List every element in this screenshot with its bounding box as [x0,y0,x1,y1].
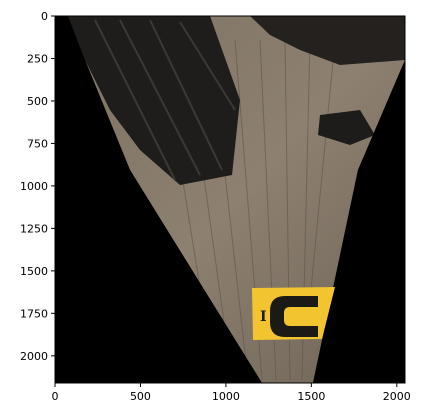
x-tick-label: 0 [52,390,59,403]
y-axis-ticks: 0 250 500 750 1000 1250 1500 1750 2000 [20,10,55,363]
equipment-left [68,16,240,185]
y-tick-label: 1500 [20,265,48,278]
photo-content: I [55,16,405,383]
axes-frame [54,15,406,384]
yellow-sign: I [252,287,335,340]
y-tick-label: 1000 [20,180,48,193]
y-tick-label: 2000 [20,350,48,363]
mask-left [55,16,262,383]
x-tick-label: 1000 [212,390,240,403]
y-tick-label: 1250 [20,222,48,235]
equipment-right [318,110,375,145]
y-tick-label: 500 [27,95,48,108]
equipment-top-right [250,16,405,65]
x-tick-label: 2000 [383,390,411,403]
mask-right [313,60,405,383]
x-tick-label: 500 [130,390,151,403]
sign-letter: I [260,309,267,325]
y-tick-label: 250 [27,52,48,65]
y-tick-label: 750 [27,137,48,150]
y-tick-label: 1750 [20,307,48,320]
y-tick-label: 0 [41,10,48,23]
equipment-lines [94,19,236,181]
c-logo-icon [270,296,318,337]
x-axis-ticks: 0 500 1000 1500 2000 [52,383,411,403]
x-tick-label: 1500 [297,390,325,403]
bear-icon [286,312,308,322]
